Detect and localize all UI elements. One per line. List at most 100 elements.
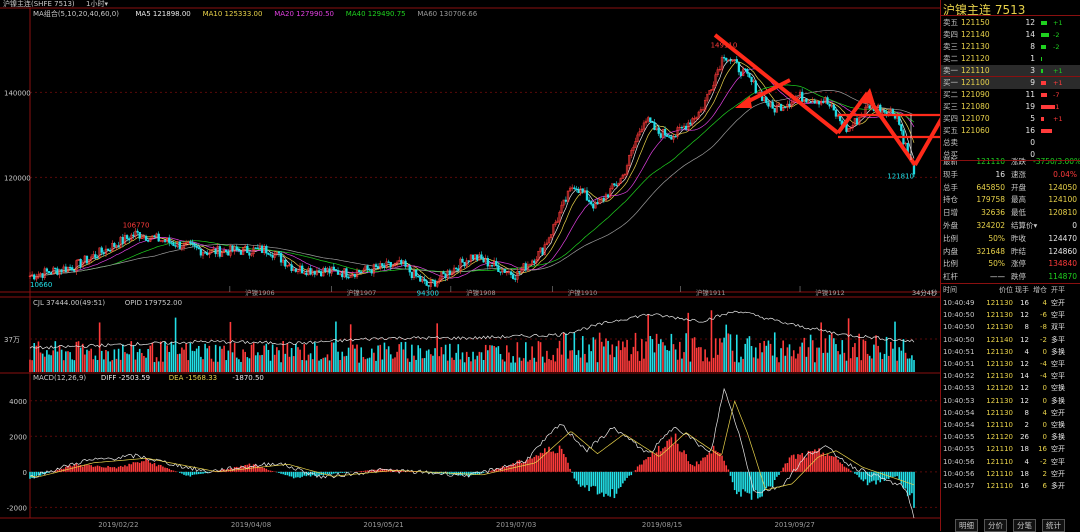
volume-panel: CJL 37444.00(49:51) OPID 179752.00 37万 [4, 299, 940, 372]
order-qty: 8 [1030, 42, 1035, 51]
candle-body [119, 236, 122, 248]
candle-body [900, 124, 903, 132]
macd-legend-2: DEA -1568.33 [169, 374, 217, 382]
candle-body [788, 103, 791, 107]
candle-body [604, 194, 608, 201]
candle-body [518, 271, 521, 273]
candle-body [315, 270, 319, 275]
volume-bar [782, 340, 784, 372]
candle-body [385, 261, 388, 268]
candle-body [134, 230, 137, 237]
volume-bar [73, 360, 76, 372]
volume-bar [463, 362, 466, 372]
period-label: 沪镍1906 [245, 288, 275, 297]
trade-time: 10:40:55 [943, 433, 975, 442]
volume-bar [900, 350, 903, 372]
sidebar-tab-1[interactable]: 分价 [984, 519, 1007, 532]
volume-bar [81, 343, 84, 372]
trade-time: 10:40:56 [943, 469, 975, 478]
sidebar-tab-3[interactable]: 统计 [1042, 519, 1065, 532]
candle-body [60, 269, 63, 273]
volume-bar [731, 350, 734, 372]
volume-bar [185, 343, 187, 372]
candle-body [602, 197, 606, 201]
candle-body [121, 236, 124, 244]
candle-body [41, 273, 44, 278]
candle-body [395, 261, 399, 264]
volume-bar [282, 341, 284, 372]
candle-body [201, 252, 205, 256]
volume-bar [691, 338, 694, 372]
candle-body [233, 246, 236, 252]
candle-body [265, 245, 268, 254]
trade-type: 空平 [1051, 372, 1065, 381]
candle-body [174, 245, 177, 247]
chart-area[interactable]: 沪镍主连(SHFE 7513) 1小时▾ MA组合(5,10,20,40,60,0… [0, 0, 940, 531]
candle-body [328, 268, 331, 274]
volume-bar [520, 360, 523, 372]
candle-body [465, 260, 468, 267]
volume-bar [622, 341, 624, 372]
candle-body [216, 246, 219, 255]
volume-bar [499, 353, 502, 372]
trade-row: 10:40:55 121110 18 16 空开 [941, 443, 1080, 455]
candle-body [237, 249, 241, 252]
candle-body [330, 266, 333, 274]
volume-bar [801, 342, 803, 372]
volume-bar [773, 332, 776, 372]
candle-body [549, 234, 553, 239]
candle-body [258, 245, 262, 249]
volume-bar [607, 340, 609, 372]
candle-body [773, 108, 776, 113]
volume-bar [573, 332, 576, 372]
candle-body [490, 265, 494, 267]
trade-position-change: -6 [1040, 311, 1047, 320]
candle-body [657, 127, 660, 134]
sidebar-tab-0[interactable]: 明细 [955, 519, 978, 532]
volume-bar [565, 333, 567, 372]
candle-body [387, 261, 390, 263]
candle-body [309, 268, 312, 275]
volume-bar [290, 347, 293, 372]
order-level-label: 买三 [943, 102, 958, 111]
volume-bar [176, 354, 179, 372]
candle-body [248, 252, 251, 256]
order-depth-bar [1041, 69, 1043, 73]
trade-position-change: -4 [1040, 372, 1047, 381]
volume-bar [208, 345, 211, 372]
candle-body [765, 97, 768, 104]
trade-type: 空平 [1051, 311, 1065, 320]
trade-price: 121130 [986, 372, 1013, 381]
candle-body [62, 266, 65, 273]
candle-body [35, 276, 38, 280]
trade-volume: 2 [1024, 421, 1029, 429]
candle-body [412, 269, 416, 278]
volume-bar [343, 356, 346, 372]
divider [941, 283, 1080, 284]
candle-body [809, 101, 812, 104]
volume-bar [128, 354, 130, 372]
trade-row: 10:40:50 121130 12 -6 空平 [941, 309, 1080, 321]
stat-label: 跌停 [1011, 272, 1026, 282]
volume-bar [592, 337, 595, 372]
trade-time: 10:40:50 [943, 335, 975, 344]
trade-type: 双平 [1051, 323, 1065, 332]
legend-1: MA5 121898.00 [135, 10, 190, 18]
stat-label: 昨收 [1011, 233, 1026, 243]
candle-body [813, 100, 816, 104]
volume-bar [373, 352, 375, 372]
candle-body [296, 270, 300, 273]
volume-bar [634, 332, 637, 372]
candle-body [360, 271, 363, 273]
candle-body [353, 273, 357, 278]
candle-body [366, 265, 369, 270]
trade-position-change: 4 [1042, 408, 1047, 417]
volume-bar [562, 332, 565, 372]
trade-time: 10:40:51 [943, 360, 975, 368]
sidebar-tab-2[interactable]: 分笔 [1013, 519, 1036, 532]
stat-value: 50% [988, 233, 1005, 243]
volume-bar [780, 348, 782, 372]
candle-body [49, 272, 53, 274]
trend-arrows-overlay [713, 33, 940, 167]
volume-bar [649, 335, 652, 372]
